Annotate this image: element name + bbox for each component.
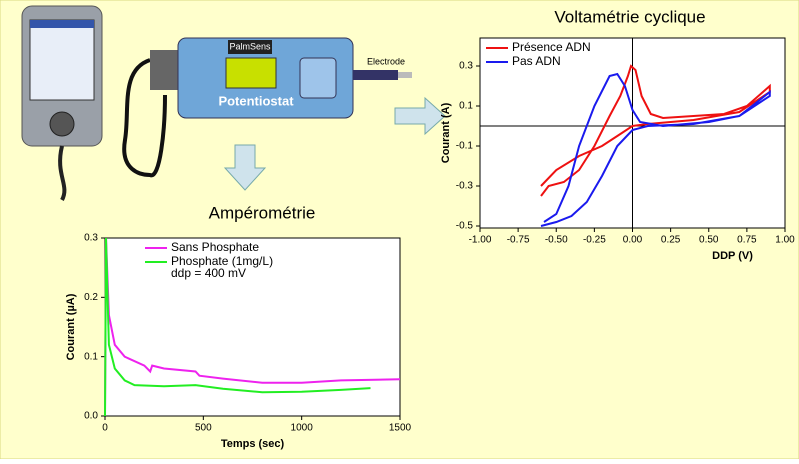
x-tick-label: -0.75 [507, 235, 530, 246]
y-axis-label: Courant (µA) [65, 293, 77, 360]
arrow-right [394, 96, 446, 136]
y-tick-label: 0.3 [459, 61, 473, 72]
potentiostat-label: Potentiostat [218, 93, 294, 108]
annotation: ddp = 400 mV [171, 266, 246, 280]
y-tick-label: 0.3 [84, 233, 98, 244]
cable [122, 58, 167, 178]
x-tick-label: 0.00 [623, 235, 643, 246]
legend-label: Phosphate (1mg/L) [171, 254, 273, 268]
device-label: PalmSens [229, 41, 271, 51]
y-tick-label: -0.5 [456, 221, 474, 232]
series-line [540, 72, 771, 227]
y-tick-label: 0.2 [84, 292, 98, 303]
x-axis-label: Temps (sec) [221, 438, 285, 450]
x-tick-label: 0.75 [737, 235, 757, 246]
y-tick-label: 0.1 [84, 351, 98, 362]
x-tick-label: -1.00 [469, 235, 492, 246]
x-tick-label: 500 [195, 423, 212, 434]
x-tick-label: -0.25 [583, 235, 606, 246]
series-line [540, 64, 771, 197]
x-tick-label: 1.00 [775, 235, 795, 246]
y-tick-label: -0.3 [456, 181, 474, 192]
chart-title: Voltamétrie cyclique [554, 7, 705, 26]
chart-title: Ampérométrie [209, 203, 316, 222]
pda [21, 5, 103, 201]
x-tick-label: 1000 [291, 423, 314, 434]
x-tick-label: 1500 [389, 423, 412, 434]
legend-label: Pas ADN [512, 54, 561, 68]
x-tick-label: 0.25 [661, 235, 681, 246]
y-axis-label: Courant (A) [440, 102, 452, 163]
legend-label: Présence ADN [512, 40, 591, 54]
x-tick-label: -0.50 [545, 235, 568, 246]
y-tick-label: 0.0 [84, 411, 98, 422]
series-line [104, 237, 371, 417]
potentiostat: PalmSens Potentiostat Electrode [150, 37, 412, 119]
y-tick-label: 0.1 [459, 101, 473, 112]
x-tick-label: 0 [102, 423, 108, 434]
arrow-down [223, 144, 267, 191]
x-tick-label: 0.50 [699, 235, 719, 246]
series-line [104, 237, 401, 417]
legend-label: Sans Phosphate [171, 240, 259, 254]
electrode-label: Electrode [367, 56, 405, 66]
x-axis-label: DDP (V) [712, 250, 753, 262]
y-tick-label: -0.1 [456, 141, 474, 152]
